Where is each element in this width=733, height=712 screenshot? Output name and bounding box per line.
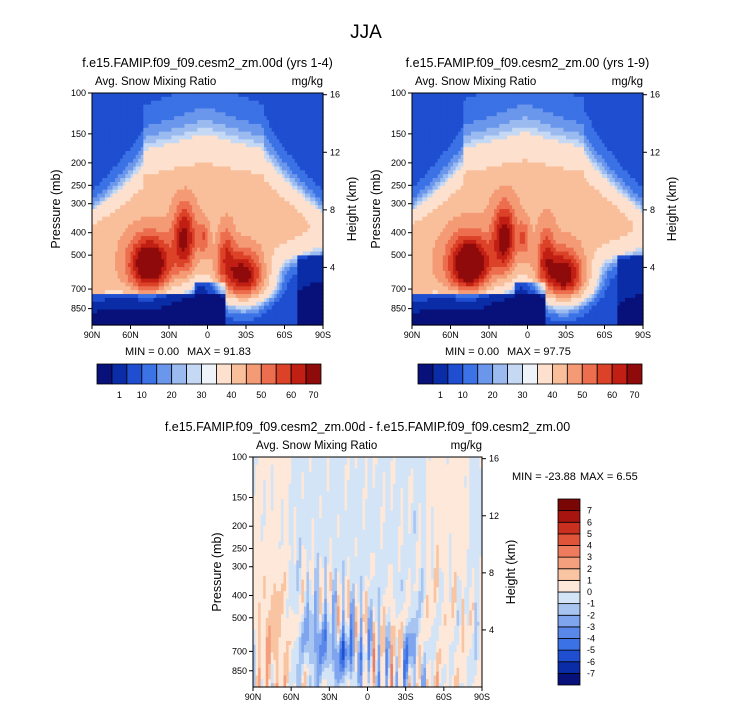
figure-season-title: JJA: [350, 22, 382, 43]
panel-case: [88, 93, 327, 329]
